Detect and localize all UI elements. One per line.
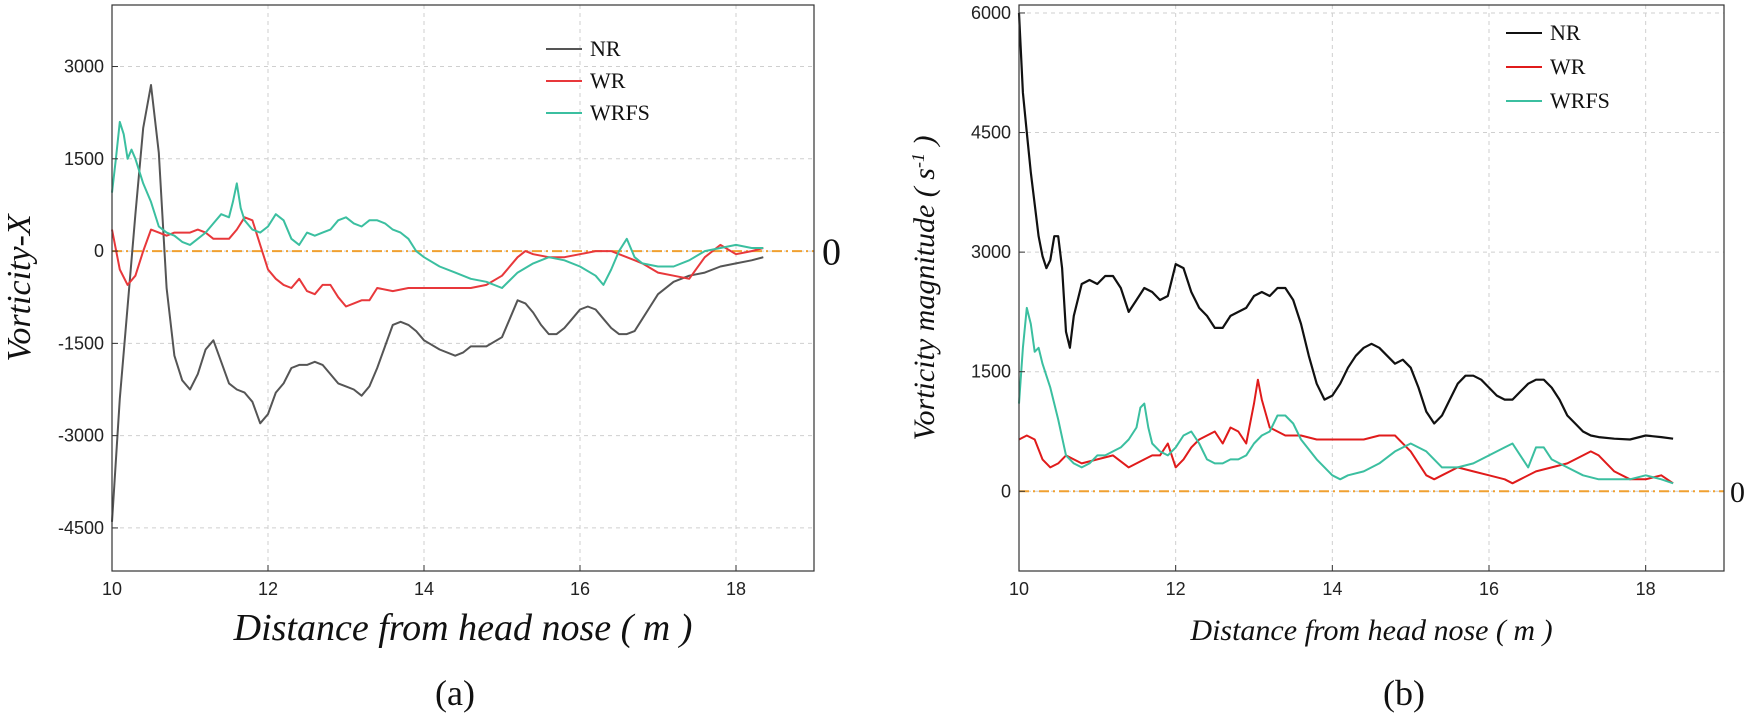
y-axis-label: Vorticity-X: [1, 213, 38, 362]
x-tick-label: 16: [1479, 579, 1499, 599]
y-tick-label: 6000: [971, 3, 1011, 23]
x-tick-label: 18: [726, 579, 746, 599]
plot-frame: [111, 4, 815, 572]
y-tick-label: 0: [1001, 481, 1011, 501]
legend-label-wrfs: WRFS: [590, 100, 650, 125]
y-axis-label: Vorticity magnitude ( s-1 ): [908, 136, 941, 441]
legend-label-wr: WR: [590, 68, 626, 93]
zero-line-label: 0: [1730, 476, 1745, 509]
legend-label-wrfs: WRFS: [1550, 88, 1610, 113]
series-line-wrfs: [1018, 306, 1674, 485]
y-tick-label: -1500: [58, 333, 104, 353]
panel-caption: (a): [435, 673, 475, 713]
series-line-wrfs: [111, 120, 764, 289]
zero-line-label: 0: [822, 231, 841, 273]
y-tick-label: 4500: [971, 123, 1011, 143]
x-tick-label: 14: [414, 579, 434, 599]
x-axis-label: Distance from head nose ( m ): [233, 607, 693, 649]
series-line-nr: [111, 84, 764, 522]
x-tick-label: 18: [1636, 579, 1656, 599]
series-line-nr: [1017, 12, 1674, 441]
x-tick-label: 12: [258, 579, 278, 599]
x-axis-label: Distance from head nose ( m ): [1189, 614, 1552, 647]
panel-caption: (b): [1383, 673, 1425, 713]
plot-frame: [1018, 4, 1725, 572]
panel-b: 10 12 14 16 18 0 1500 3000 4500 6000 0 Distance fro…: [908, 3, 1745, 713]
x-tick-label: 16: [570, 579, 590, 599]
y-tick-label: 3000: [971, 242, 1011, 262]
legend-label-nr: NR: [1550, 20, 1581, 45]
panel-a: 10 12 14 16 18 -4500 -3000 -1500 0 1500 3000 0 Dista…: [1, 4, 841, 713]
x-tick-label: 12: [1166, 579, 1186, 599]
legend-label-nr: NR: [590, 36, 621, 61]
series-line-wr: [111, 216, 764, 308]
legend-label-wr: WR: [1550, 54, 1586, 79]
y-tick-label: -4500: [58, 518, 104, 538]
y-tick-label: 0: [94, 241, 104, 261]
y-tick-label: -3000: [58, 426, 104, 446]
y-tick-label: 1500: [64, 149, 104, 169]
y-tick-label: 3000: [64, 57, 104, 77]
y-tick-label: 1500: [971, 362, 1011, 382]
series-line-wr: [1018, 378, 1674, 485]
x-tick-label: 10: [102, 579, 122, 599]
x-tick-label: 10: [1009, 579, 1029, 599]
x-tick-label: 14: [1322, 579, 1342, 599]
